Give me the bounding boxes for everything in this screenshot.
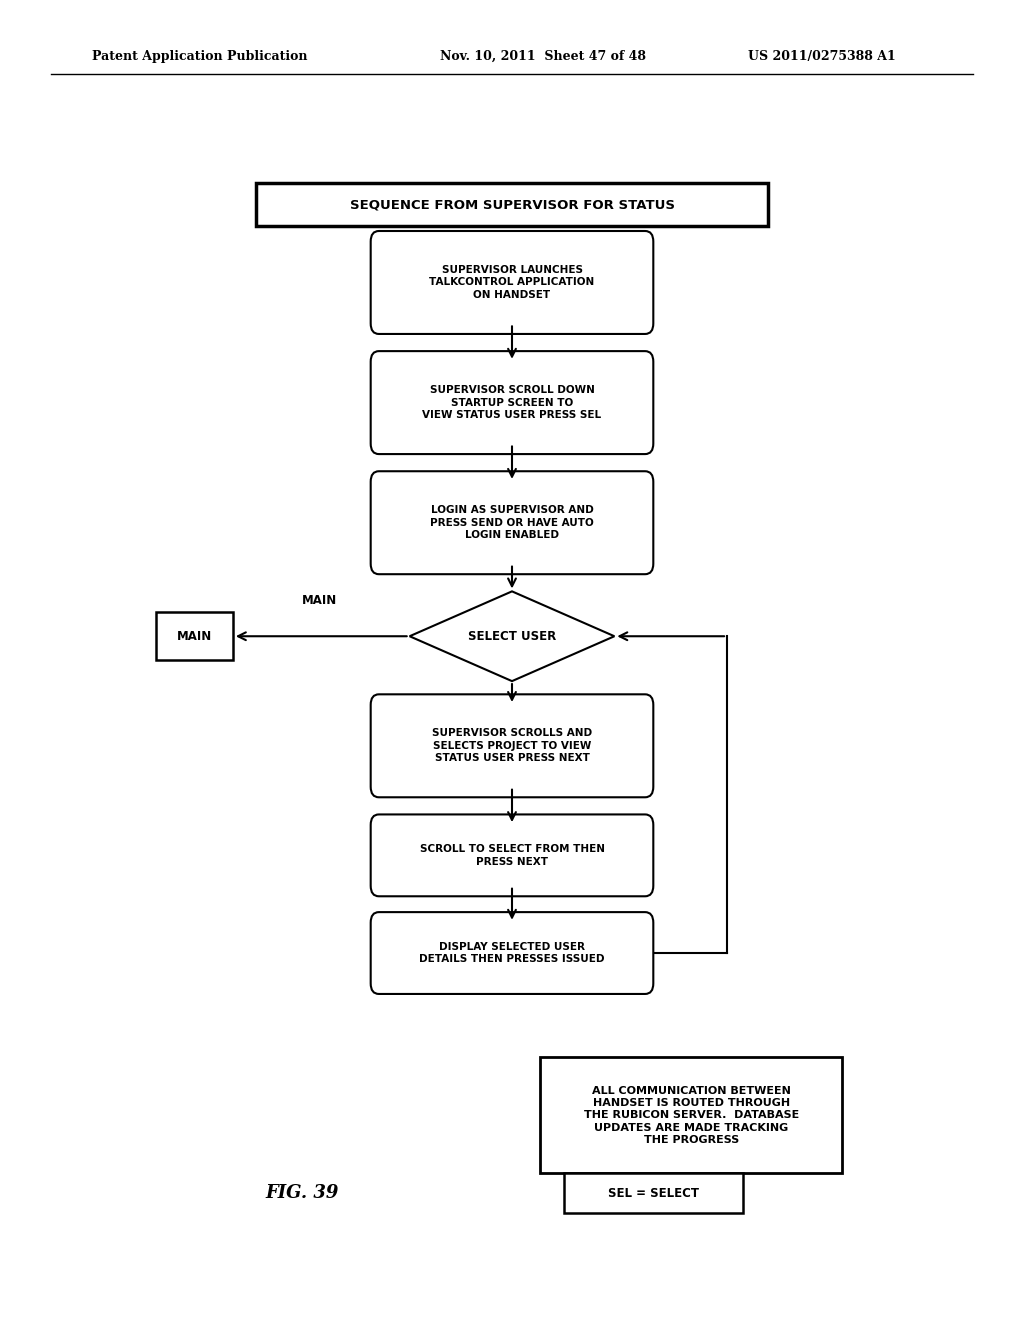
Text: LOGIN AS SUPERVISOR AND
PRESS SEND OR HAVE AUTO
LOGIN ENABLED: LOGIN AS SUPERVISOR AND PRESS SEND OR HA… [430, 506, 594, 540]
Text: SUPERVISOR LAUNCHES
TALKCONTROL APPLICATION
ON HANDSET: SUPERVISOR LAUNCHES TALKCONTROL APPLICAT… [429, 265, 595, 300]
FancyBboxPatch shape [371, 912, 653, 994]
Text: DISPLAY SELECTED USER
DETAILS THEN PRESSES ISSUED: DISPLAY SELECTED USER DETAILS THEN PRESS… [419, 942, 605, 964]
Polygon shape [410, 591, 614, 681]
Text: SUPERVISOR SCROLLS AND
SELECTS PROJECT TO VIEW
STATUS USER PRESS NEXT: SUPERVISOR SCROLLS AND SELECTS PROJECT T… [432, 729, 592, 763]
FancyBboxPatch shape [371, 694, 653, 797]
Text: FIG. 39: FIG. 39 [265, 1184, 339, 1203]
Text: Nov. 10, 2011  Sheet 47 of 48: Nov. 10, 2011 Sheet 47 of 48 [440, 50, 646, 63]
Bar [156, 612, 232, 660]
Bar [541, 1057, 842, 1173]
Text: SEQUENCE FROM SUPERVISOR FOR STATUS: SEQUENCE FROM SUPERVISOR FOR STATUS [349, 198, 675, 211]
Text: SEL = SELECT: SEL = SELECT [608, 1187, 698, 1200]
Text: SUPERVISOR SCROLL DOWN
STARTUP SCREEN TO
VIEW STATUS USER PRESS SEL: SUPERVISOR SCROLL DOWN STARTUP SCREEN TO… [423, 385, 601, 420]
Text: MAIN: MAIN [177, 630, 212, 643]
Text: US 2011/0275388 A1: US 2011/0275388 A1 [748, 50, 895, 63]
Text: ALL COMMUNICATION BETWEEN
HANDSET IS ROUTED THROUGH
THE RUBICON SERVER.  DATABAS: ALL COMMUNICATION BETWEEN HANDSET IS ROU… [584, 1085, 799, 1146]
FancyBboxPatch shape [371, 471, 653, 574]
Text: SCROLL TO SELECT FROM THEN
PRESS NEXT: SCROLL TO SELECT FROM THEN PRESS NEXT [420, 845, 604, 866]
FancyBboxPatch shape [371, 351, 653, 454]
FancyBboxPatch shape [371, 814, 653, 896]
Text: SELECT USER: SELECT USER [468, 630, 556, 643]
Bar [563, 1173, 743, 1213]
Bar [256, 183, 768, 226]
Text: MAIN: MAIN [302, 594, 337, 607]
FancyBboxPatch shape [371, 231, 653, 334]
Text: Patent Application Publication: Patent Application Publication [92, 50, 307, 63]
